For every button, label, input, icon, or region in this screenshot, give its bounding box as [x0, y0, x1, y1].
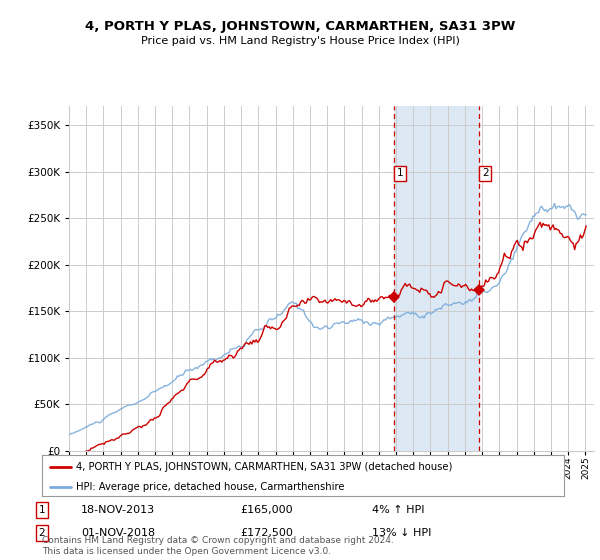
Text: 1: 1	[397, 169, 403, 179]
Bar	[394, 106, 479, 451]
Text: £172,500: £172,500	[240, 528, 293, 538]
Text: Contains HM Land Registry data © Crown copyright and database right 2024.
This d: Contains HM Land Registry data © Crown c…	[42, 536, 394, 556]
Text: 1: 1	[38, 505, 46, 515]
Text: 01-NOV-2018: 01-NOV-2018	[81, 528, 155, 538]
Text: Price paid vs. HM Land Registry's House Price Index (HPI): Price paid vs. HM Land Registry's House …	[140, 36, 460, 46]
Text: HPI: Average price, detached house, Carmarthenshire: HPI: Average price, detached house, Carm…	[76, 482, 344, 492]
Text: 2: 2	[38, 528, 46, 538]
Text: 4, PORTH Y PLAS, JOHNSTOWN, CARMARTHEN, SA31 3PW: 4, PORTH Y PLAS, JOHNSTOWN, CARMARTHEN, …	[85, 20, 515, 32]
Text: £165,000: £165,000	[240, 505, 293, 515]
Text: 13% ↓ HPI: 13% ↓ HPI	[372, 528, 431, 538]
Text: 4, PORTH Y PLAS, JOHNSTOWN, CARMARTHEN, SA31 3PW (detached house): 4, PORTH Y PLAS, JOHNSTOWN, CARMARTHEN, …	[76, 461, 452, 472]
Text: 4% ↑ HPI: 4% ↑ HPI	[372, 505, 425, 515]
Text: 2: 2	[482, 169, 488, 179]
Text: 18-NOV-2013: 18-NOV-2013	[81, 505, 155, 515]
